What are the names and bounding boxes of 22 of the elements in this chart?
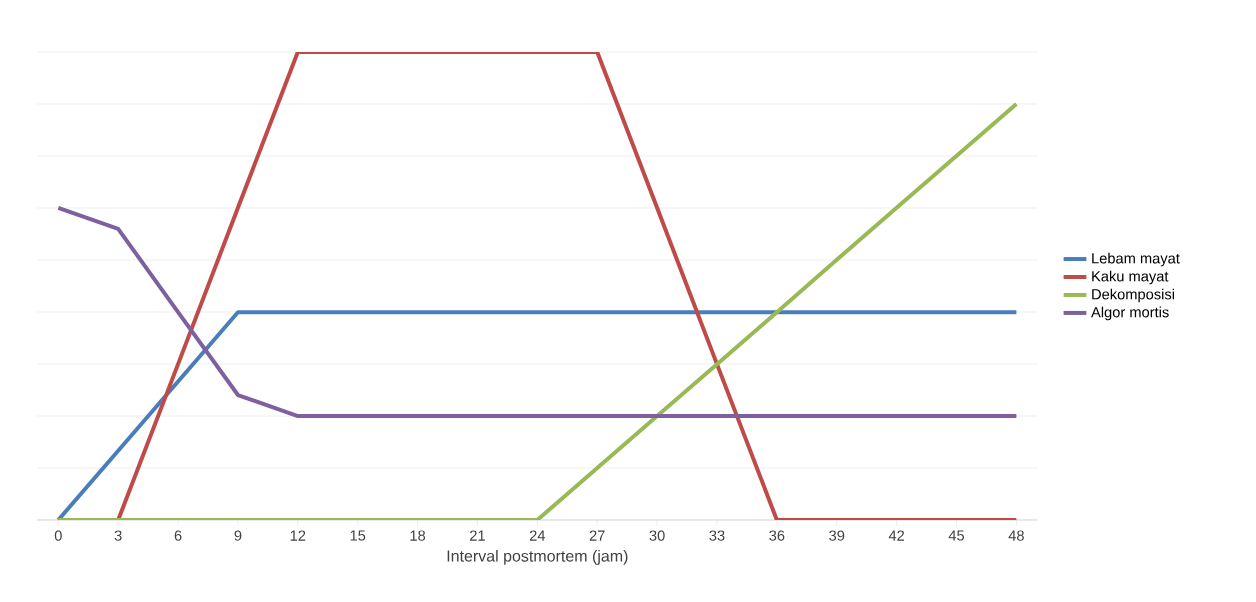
legend-label: Algor mortis <box>1091 306 1169 321</box>
x-tick-label: 15 <box>350 530 366 541</box>
x-tick-label: 30 <box>649 530 665 541</box>
x-tick-label: 36 <box>769 530 785 541</box>
x-tick-label: 24 <box>529 530 546 541</box>
x-tick-label: 33 <box>709 530 725 541</box>
x-tick-label: 0 <box>54 530 62 541</box>
x-tick-label: 3 <box>114 530 122 541</box>
legend-label: Lebam mayat <box>1092 252 1180 267</box>
x-tick-label: 9 <box>234 530 242 541</box>
x-tick-label: 39 <box>829 530 845 541</box>
x-tick-label: 12 <box>290 530 306 541</box>
x-tick-label: 45 <box>948 530 965 541</box>
x-tick-label: 48 <box>1008 530 1024 541</box>
x-tick-label: 27 <box>589 530 605 541</box>
x-tick-label: 42 <box>888 530 905 541</box>
legend-label: Dekomposisi <box>1092 288 1174 303</box>
legend-label: Kaku mayat <box>1092 270 1169 285</box>
x-tick-label: 6 <box>174 530 182 541</box>
x-tick-label: 21 <box>470 530 485 541</box>
x-tick-label: 18 <box>410 530 426 541</box>
x-axis-title: Interval postmortem (jam) <box>447 549 628 565</box>
